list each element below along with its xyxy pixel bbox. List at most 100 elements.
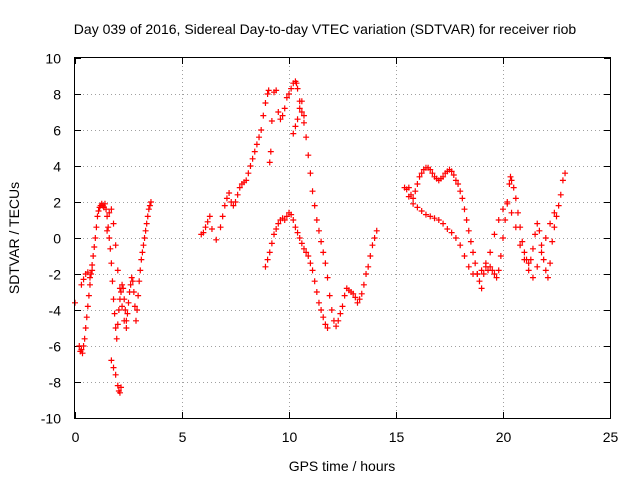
x-axis-label: GPS time / hours	[289, 458, 396, 474]
data-point	[448, 168, 455, 175]
data-point	[497, 253, 504, 259]
data-point	[85, 292, 92, 299]
data-point	[309, 267, 316, 274]
data-point	[111, 310, 118, 317]
data-point	[472, 260, 479, 267]
data-point	[109, 278, 116, 285]
data-point	[538, 242, 545, 249]
data-point	[141, 235, 148, 241]
x-tick-label: 20	[496, 429, 512, 445]
data-point	[320, 249, 327, 256]
data-point	[318, 238, 325, 245]
data-point	[452, 235, 459, 241]
data-point	[114, 382, 121, 389]
data-point	[529, 274, 536, 281]
data-point	[113, 335, 120, 342]
data-point	[405, 193, 412, 200]
data-point	[86, 281, 93, 288]
data-point	[107, 245, 114, 252]
data-point	[273, 87, 280, 94]
data-point	[223, 195, 230, 202]
data-point	[491, 271, 498, 277]
data-point	[293, 80, 300, 87]
grid	[75, 58, 610, 418]
data-point	[542, 267, 549, 274]
data-point	[290, 217, 297, 223]
data-point	[266, 159, 273, 166]
data-point	[461, 253, 468, 259]
data-point	[482, 260, 489, 267]
data-point	[324, 325, 331, 331]
data-point	[275, 109, 282, 115]
data-point	[507, 173, 514, 180]
data-point	[324, 274, 331, 281]
data-point	[247, 163, 254, 169]
data-point	[119, 303, 126, 310]
y-tick-label: 8	[53, 87, 61, 103]
data-point	[322, 260, 329, 267]
data-point	[410, 195, 417, 202]
data-point	[200, 229, 207, 236]
data-point	[512, 195, 519, 202]
data-point	[510, 184, 517, 191]
data-point	[283, 94, 290, 101]
data-point	[427, 166, 434, 173]
data-point	[112, 242, 119, 249]
data-point	[418, 208, 425, 214]
series-1	[72, 199, 154, 396]
data-point	[335, 317, 342, 324]
data-point	[470, 249, 477, 256]
data-point	[286, 91, 292, 97]
data-point	[491, 231, 498, 238]
data-point	[455, 181, 462, 187]
data-point	[143, 220, 150, 227]
data-point	[360, 281, 367, 288]
data-point	[542, 235, 549, 241]
data-point	[130, 289, 137, 295]
data-point	[125, 299, 132, 306]
data-point	[134, 307, 141, 313]
data-point	[414, 204, 421, 211]
data-point	[298, 240, 305, 247]
data-point	[521, 256, 528, 263]
data-point	[536, 227, 543, 234]
y-axis-label: SDTVAR / TECUs	[6, 182, 22, 294]
data-point	[529, 245, 536, 252]
data-point	[94, 213, 101, 220]
data-point	[311, 202, 318, 209]
data-point	[118, 384, 125, 391]
data-point	[139, 249, 146, 256]
data-point	[303, 134, 310, 141]
y-tick-label: 4	[53, 159, 61, 175]
data-point	[328, 307, 335, 313]
data-point	[123, 325, 130, 331]
data-point	[265, 87, 272, 94]
data-point	[147, 199, 154, 205]
data-point	[414, 181, 421, 187]
plot-frame	[74, 57, 611, 419]
data-point	[459, 195, 466, 202]
data-point	[489, 267, 496, 274]
data-point	[217, 224, 224, 231]
data-point	[110, 296, 117, 303]
data-point	[307, 260, 314, 267]
data-point	[262, 100, 269, 106]
data-point	[311, 278, 318, 285]
data-point	[110, 364, 117, 371]
data-point	[106, 209, 113, 216]
data-point	[124, 310, 131, 317]
data-point	[514, 209, 521, 216]
data-point	[521, 249, 528, 256]
data-point	[517, 242, 524, 249]
data-point	[80, 343, 87, 349]
x-tick-label: 5	[179, 429, 187, 445]
data-point	[358, 290, 365, 297]
data-point	[461, 206, 468, 213]
data-point	[412, 188, 419, 195]
x-tick-label: 0	[72, 429, 80, 445]
data-point	[119, 281, 126, 288]
data-point	[146, 202, 153, 209]
data-point	[480, 271, 487, 277]
data-point	[296, 105, 303, 112]
data-point	[292, 123, 299, 130]
